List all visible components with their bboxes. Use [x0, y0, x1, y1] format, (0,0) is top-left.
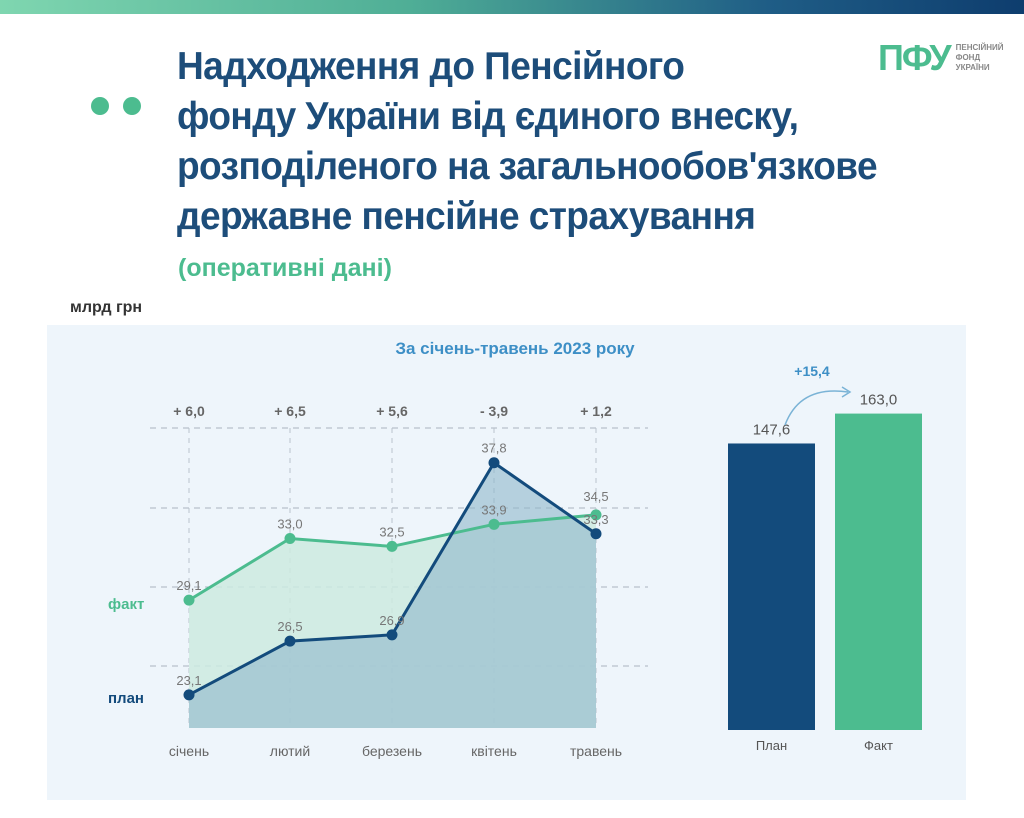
- fact-value-label: 32,5: [379, 524, 404, 539]
- plan-point: [386, 629, 398, 641]
- fact-value-label: 34,5: [583, 489, 608, 504]
- month-label: березень: [362, 743, 422, 759]
- legend-fact: факт: [108, 596, 144, 613]
- legend-plan: план: [108, 690, 144, 707]
- logo-text: ПЕНСІЙНИЙ ФОНД УКРАЇНИ: [955, 43, 1004, 72]
- bar-value-label: 163,0: [860, 392, 898, 409]
- bar-category-label: План: [756, 738, 787, 753]
- plan-value-label: 33,3: [583, 512, 608, 527]
- month-label: лютий: [270, 743, 310, 759]
- difference-label: + 5,6: [376, 403, 408, 419]
- fact-point: [284, 533, 296, 545]
- fact-point: [183, 594, 195, 606]
- difference-label: - 3,9: [480, 403, 508, 419]
- difference-arrow: [784, 390, 849, 426]
- month-label: квітень: [471, 743, 517, 759]
- fact-point: [386, 540, 398, 552]
- unit-label: млрд грн: [70, 299, 143, 316]
- title-line: розподіленого на загальнообов'язкове: [177, 145, 878, 188]
- plan-value-label: 26,9: [379, 613, 404, 628]
- difference-label: + 1,2: [580, 403, 612, 419]
- plan-value-label: 26,5: [277, 619, 302, 634]
- difference-label: + 6,5: [274, 403, 306, 419]
- logo-mark: ПФУ: [878, 37, 952, 78]
- title-line: фонду України від єдиного внеску,: [177, 95, 799, 138]
- bar-fact: [835, 413, 922, 730]
- decor-dot: [91, 97, 109, 115]
- subtitle: (оперативні дані): [178, 254, 392, 282]
- fact-value-label: 29,1: [176, 578, 201, 593]
- plan-point: [590, 528, 602, 540]
- fact-value-label: 33,9: [481, 502, 506, 517]
- top-gradient-bar: [0, 0, 1024, 14]
- month-label: січень: [169, 743, 209, 759]
- title-line: державне пенсійне страхування: [177, 195, 756, 238]
- bar-plan: [728, 443, 815, 730]
- title-line: Надходження до Пенсійного: [177, 45, 685, 88]
- plan-value-label: 37,8: [481, 441, 506, 456]
- plan-point: [284, 635, 296, 647]
- fact-value-label: 33,0: [277, 517, 302, 532]
- difference-label: + 6,0: [173, 403, 205, 419]
- plan-point: [183, 689, 195, 701]
- plan-value-label: 23,1: [176, 673, 201, 688]
- arrow-head-icon: [841, 386, 852, 398]
- bar-difference-label: +15,4: [794, 363, 830, 379]
- decor-dot: [123, 97, 141, 115]
- bar-category-label: Факт: [864, 738, 893, 753]
- pfu-logo: ПФУ ПЕНСІЙНИЙ ФОНД УКРАЇНИ: [878, 37, 1004, 79]
- plan-point: [488, 457, 500, 469]
- fact-point: [488, 518, 500, 530]
- month-label: травень: [570, 743, 622, 759]
- page-title: Надходження до Пенсійного фонду України …: [177, 42, 937, 242]
- bar-value-label: 147,6: [753, 421, 791, 438]
- fact-point: [590, 509, 602, 521]
- chart-title: За січень-травень 2023 року: [395, 339, 635, 358]
